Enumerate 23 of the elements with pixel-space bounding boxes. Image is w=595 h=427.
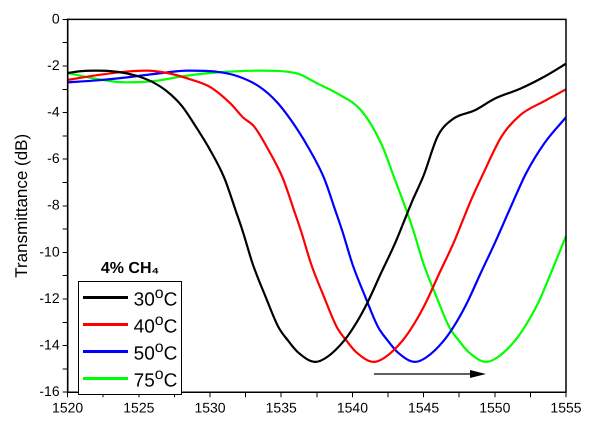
legend-label: 50$^{o}$C bbox=[134, 338, 178, 365]
x-tick-label: 1535 bbox=[266, 399, 297, 416]
legend-label: 30$^{o}$C bbox=[134, 284, 178, 311]
x-tick-label: 1520 bbox=[52, 399, 84, 416]
x-tick-label: 1530 bbox=[194, 399, 226, 416]
y-tick-label: -14 bbox=[39, 336, 60, 352]
y-axis-title: Transmittance (dB) bbox=[12, 134, 31, 278]
x-tick-label: 1540 bbox=[336, 399, 368, 416]
x-tick-label: 1525 bbox=[123, 399, 155, 416]
y-tick-label: -16 bbox=[39, 383, 60, 400]
x-tick-label: 1545 bbox=[408, 399, 440, 416]
y-tick-label: -8 bbox=[47, 196, 60, 213]
y-tick-label: -12 bbox=[39, 290, 60, 306]
legend-label: 40$^{o}$C bbox=[134, 312, 178, 338]
y-tick-label: -10 bbox=[39, 243, 60, 260]
legend-label: 75$^{o}$C bbox=[134, 366, 178, 392]
legend-title: 4% CH₄ bbox=[100, 260, 160, 278]
y-tick-label: -2 bbox=[47, 56, 60, 73]
x-tick-label: 1555 bbox=[550, 399, 582, 416]
y-tick-label: 0 bbox=[52, 10, 60, 26]
y-tick-label: -6 bbox=[47, 150, 60, 166]
y-tick-label: -4 bbox=[47, 103, 60, 120]
x-tick-label: 1550 bbox=[479, 399, 511, 416]
